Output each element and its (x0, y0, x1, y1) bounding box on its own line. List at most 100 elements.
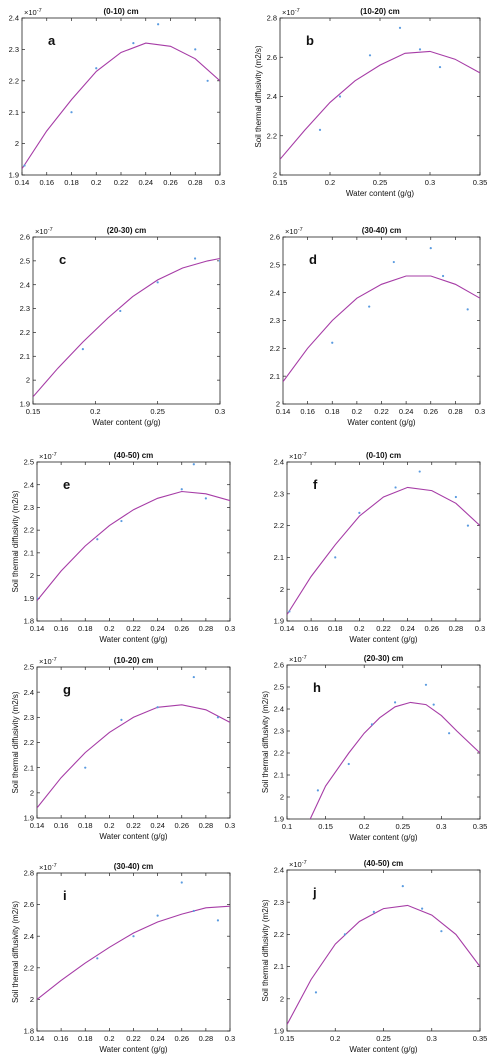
y-tick-label: 2.3 (9, 45, 19, 54)
chart-title: (10-20) cm (114, 656, 154, 665)
y-exponent-label: ×10-7 (285, 227, 303, 236)
y-tick-label: 2.5 (270, 260, 280, 269)
y-tick-label: 2 (276, 400, 280, 409)
data-point (454, 495, 457, 499)
data-point (70, 111, 73, 114)
x-tick-label: 0.25 (373, 178, 388, 187)
data-point (421, 907, 424, 910)
x-tick-label: 0.3 (225, 821, 235, 830)
x-tick-label: 0.25 (395, 822, 410, 831)
data-point (331, 341, 334, 344)
y-tick-label: 2.3 (274, 727, 284, 736)
data-point (441, 274, 445, 278)
y-tick-label: 2.4 (24, 688, 34, 697)
y-tick-label: 2.6 (267, 53, 277, 62)
y-tick-label: 1.8 (24, 617, 34, 626)
data-point (394, 486, 397, 489)
y-tick-label: 2.5 (20, 256, 30, 265)
data-point (432, 703, 435, 706)
panel-letter: f (313, 477, 318, 492)
y-tick-label: 2.3 (24, 503, 34, 512)
y-tick-label: 2.4 (24, 480, 34, 489)
y-tick-label: 2.5 (24, 663, 34, 672)
data-point (206, 79, 209, 82)
y-tick-label: 2.3 (274, 489, 284, 498)
y-tick-label: 2 (26, 376, 30, 385)
chart-title: (20-30) cm (107, 226, 147, 235)
y-tick-label: 2.4 (267, 92, 277, 101)
x-tick-label: 0.28 (199, 1034, 214, 1043)
y-tick-label: 2.1 (274, 553, 284, 562)
fit-curve (33, 257, 220, 398)
x-tick-label: 0.18 (64, 178, 79, 187)
x-tick-label: 0.25 (376, 1034, 391, 1043)
x-tick-label: 0.24 (138, 178, 153, 187)
chart-panel-e: 0.14 0.16 0.18 0.2 0.22 0.24 0.26 0.28 0.3 1.8 1.9… (11, 451, 235, 644)
y-exponent-label: ×10-7 (289, 655, 307, 664)
x-tick-label: 0.2 (330, 1034, 340, 1043)
data-point (398, 26, 402, 29)
y-tick-label: 2.4 (270, 288, 280, 297)
data-point (192, 909, 195, 913)
x-tick-label: 0.26 (174, 821, 189, 830)
chart-title: (40-50) cm (364, 859, 404, 868)
y-tick-label: 2.1 (9, 108, 19, 117)
panel-letter: g (63, 682, 71, 697)
x-axis-label: Water content (g/g) (349, 635, 418, 644)
data-point (119, 309, 122, 313)
x-tick-label: 0.3 (425, 178, 435, 187)
x-tick-label: 0.2 (354, 624, 364, 633)
y-tick-label: 1.9 (274, 617, 284, 626)
data-point (347, 762, 350, 766)
chart-title: (30-40) cm (114, 862, 154, 871)
data-point (368, 54, 372, 57)
y-tick-label: 2 (280, 793, 284, 802)
data-point (466, 524, 470, 527)
x-tick-label: 0.16 (300, 407, 315, 416)
chart-title: (20-30) cm (364, 654, 404, 663)
x-tick-label: 0.28 (449, 624, 464, 633)
y-tick-label: 2.2 (274, 521, 284, 530)
data-point (180, 881, 183, 884)
x-tick-label: 0.2 (104, 821, 114, 830)
x-tick-label: 0.22 (376, 624, 391, 633)
data-point (218, 259, 220, 262)
data-point (424, 683, 428, 686)
x-tick-label: 0.18 (328, 624, 343, 633)
x-tick-label: 0.35 (473, 822, 488, 831)
x-tick-label: 0.26 (174, 624, 189, 633)
y-tick-label: 1.9 (20, 400, 30, 409)
x-axis-label: Water content (g/g) (92, 418, 161, 427)
y-exponent-label: ×10-7 (289, 452, 307, 461)
x-tick-label: 0.26 (174, 1034, 189, 1043)
panel-letter: b (306, 33, 314, 48)
data-point (96, 957, 99, 960)
chart-title: (40-50) cm (114, 451, 154, 460)
y-tick-label: 2.1 (274, 771, 284, 780)
data-point (334, 556, 337, 559)
x-tick-label: 0.14 (30, 1034, 45, 1043)
fit-curve (37, 704, 230, 809)
y-axis-label: Soil thermal diffusivity (m2/s) (261, 899, 270, 1001)
chart-panel-c: 0.15 0.2 0.25 0.3 1.9 2 2.1 2.2 2.3 2.4 2.5 2.6 ×10-… (20, 226, 226, 427)
x-tick-label: 0.25 (150, 407, 165, 416)
y-tick-label: 2.8 (24, 869, 34, 878)
x-tick-label: 0.24 (400, 624, 415, 633)
x-tick-label: 0.28 (188, 178, 203, 187)
data-point (192, 463, 195, 466)
y-exponent-label: ×10-7 (24, 8, 42, 17)
x-tick-label: 0.2 (91, 178, 101, 187)
data-point (23, 164, 26, 167)
panel-letter: d (309, 252, 317, 267)
y-tick-label: 2.4 (274, 705, 284, 714)
y-tick-label: 2.2 (20, 328, 30, 337)
x-tick-label: 0.24 (150, 1034, 165, 1043)
y-tick-label: 2.3 (270, 316, 280, 325)
x-tick-label: 0.18 (78, 821, 93, 830)
x-tick-label: 0.22 (374, 407, 389, 416)
y-tick-label: 1.9 (274, 1027, 284, 1036)
x-tick-label: 0.3 (215, 407, 225, 416)
data-point (448, 732, 451, 735)
x-tick-label: 0.22 (126, 821, 141, 830)
data-point (84, 766, 87, 769)
